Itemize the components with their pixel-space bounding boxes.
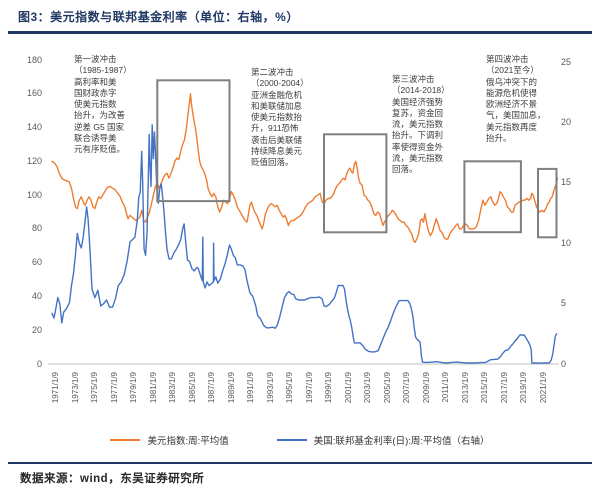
x-axis-tick: 2001/1/9 [343, 372, 353, 404]
x-axis-tick: 1997/1/9 [304, 372, 314, 404]
y-axis-tick-left: 160 [26, 88, 42, 99]
x-axis-tick: 1983/1/9 [168, 372, 177, 404]
y-axis-tick-right: 10 [561, 237, 572, 248]
usd-index-legend-label: 美元指数:周:平均值 [147, 436, 229, 447]
y-axis-tick-left: 120 [26, 155, 42, 166]
fed-funds-line-swatch [276, 439, 307, 441]
x-axis-tick: 1973/1/9 [70, 372, 80, 404]
legend-item-usd-index: 美元指数:周:平均值 [110, 433, 229, 447]
legend-item-fed-funds: 美国:联邦基金利率(日):周:平均值（右轴） [276, 433, 490, 447]
x-axis-tick: 2007/1/9 [402, 372, 411, 404]
x-axis-tick: 2011/1/9 [441, 372, 450, 403]
highlight-box-2 [323, 133, 388, 234]
data-source: 数据来源：wind，东吴证券研究所 [20, 473, 205, 485]
y-axis-tick-right: 15 [561, 177, 572, 188]
y-axis-tick-right: 20 [561, 116, 572, 127]
highlight-box-4 [537, 167, 558, 239]
highlight-box-1 [156, 79, 231, 203]
x-axis-tick: 1975/1/9 [90, 372, 99, 404]
x-axis-tick: 2015/1/9 [480, 372, 489, 404]
x-axis-tick: 2019/1/9 [519, 372, 528, 404]
x-axis-tick: 1979/1/9 [129, 372, 138, 404]
y-axis-tick-left: 0 [36, 358, 42, 369]
x-axis-tick: 1981/1/9 [148, 372, 158, 404]
y-axis-tick-right: 25 [561, 56, 572, 67]
x-axis-tick: 1977/1/9 [109, 372, 119, 404]
x-axis-tick: 1985/1/9 [187, 372, 197, 404]
x-axis-tick: 1987/1/9 [207, 372, 216, 404]
y-axis-tick-left: 100 [26, 189, 42, 200]
x-axis-tick: 1995/1/9 [285, 372, 294, 404]
x-axis-tick: 2021/1/9 [538, 372, 548, 404]
footer-divider [8, 462, 592, 464]
x-axis-tick: 2013/1/9 [460, 372, 470, 404]
x-axis-tick: 2003/1/9 [363, 372, 372, 404]
annotation-wave-2: 第二波冲击 （2000-2004） 亚洲金融危机 和美联储加息 使美元指数抬 升… [251, 67, 309, 168]
x-axis-tick: 2005/1/9 [382, 372, 392, 404]
x-axis-tick: 2017/1/9 [499, 372, 509, 404]
y-axis-tick-left: 140 [26, 122, 42, 133]
x-axis-tick: 1991/1/9 [246, 372, 255, 404]
annotation-wave-1: 第一波冲击 （1985-1987） 高利率和美 国财政赤字 使美元指数 抬升，为… [74, 54, 132, 155]
title-divider [8, 31, 592, 34]
y-axis-tick-right: 5 [561, 298, 567, 309]
y-axis-tick-left: 60 [31, 257, 42, 268]
x-axis-tick: 1999/1/9 [324, 372, 333, 404]
usd-index-line [51, 93, 559, 244]
figure-title: 图3：美元指数与联邦基金利率（单位：右轴，%） [18, 10, 299, 24]
x-axis-tick: 1989/1/9 [226, 372, 236, 404]
annotation-wave-4: 第四波冲击 （2021至今） 俄乌冲突下的 能源危机使得 欧洲经济不景 气，美国… [486, 54, 546, 144]
x-axis-tick: 1971/1/9 [51, 372, 60, 404]
highlight-box-3 [463, 160, 522, 234]
usd-index-line-swatch [110, 439, 141, 441]
y-axis-tick-left: 40 [31, 290, 42, 301]
chart-legend: 美元指数:周:平均值 美国:联邦基金利率(日):周:平均值（右轴） [0, 433, 600, 447]
x-axis-tick: 2009/1/9 [421, 372, 431, 404]
fed-funds-legend-label: 美国:联邦基金利率(日):周:平均值（右轴） [313, 436, 490, 447]
x-axis-tick: 1993/1/9 [265, 372, 275, 404]
y-axis-tick-left: 80 [31, 223, 42, 234]
y-axis-tick-right: 0 [561, 358, 567, 369]
fed-funds-line [51, 124, 558, 364]
y-axis-tick-left: 20 [31, 324, 42, 335]
y-axis-tick-left: 180 [26, 54, 42, 65]
annotation-wave-3: 第三波冲击 （2014-2018） 美国经济强势 复苏，资金回 流，美元指数 抬… [392, 74, 450, 175]
